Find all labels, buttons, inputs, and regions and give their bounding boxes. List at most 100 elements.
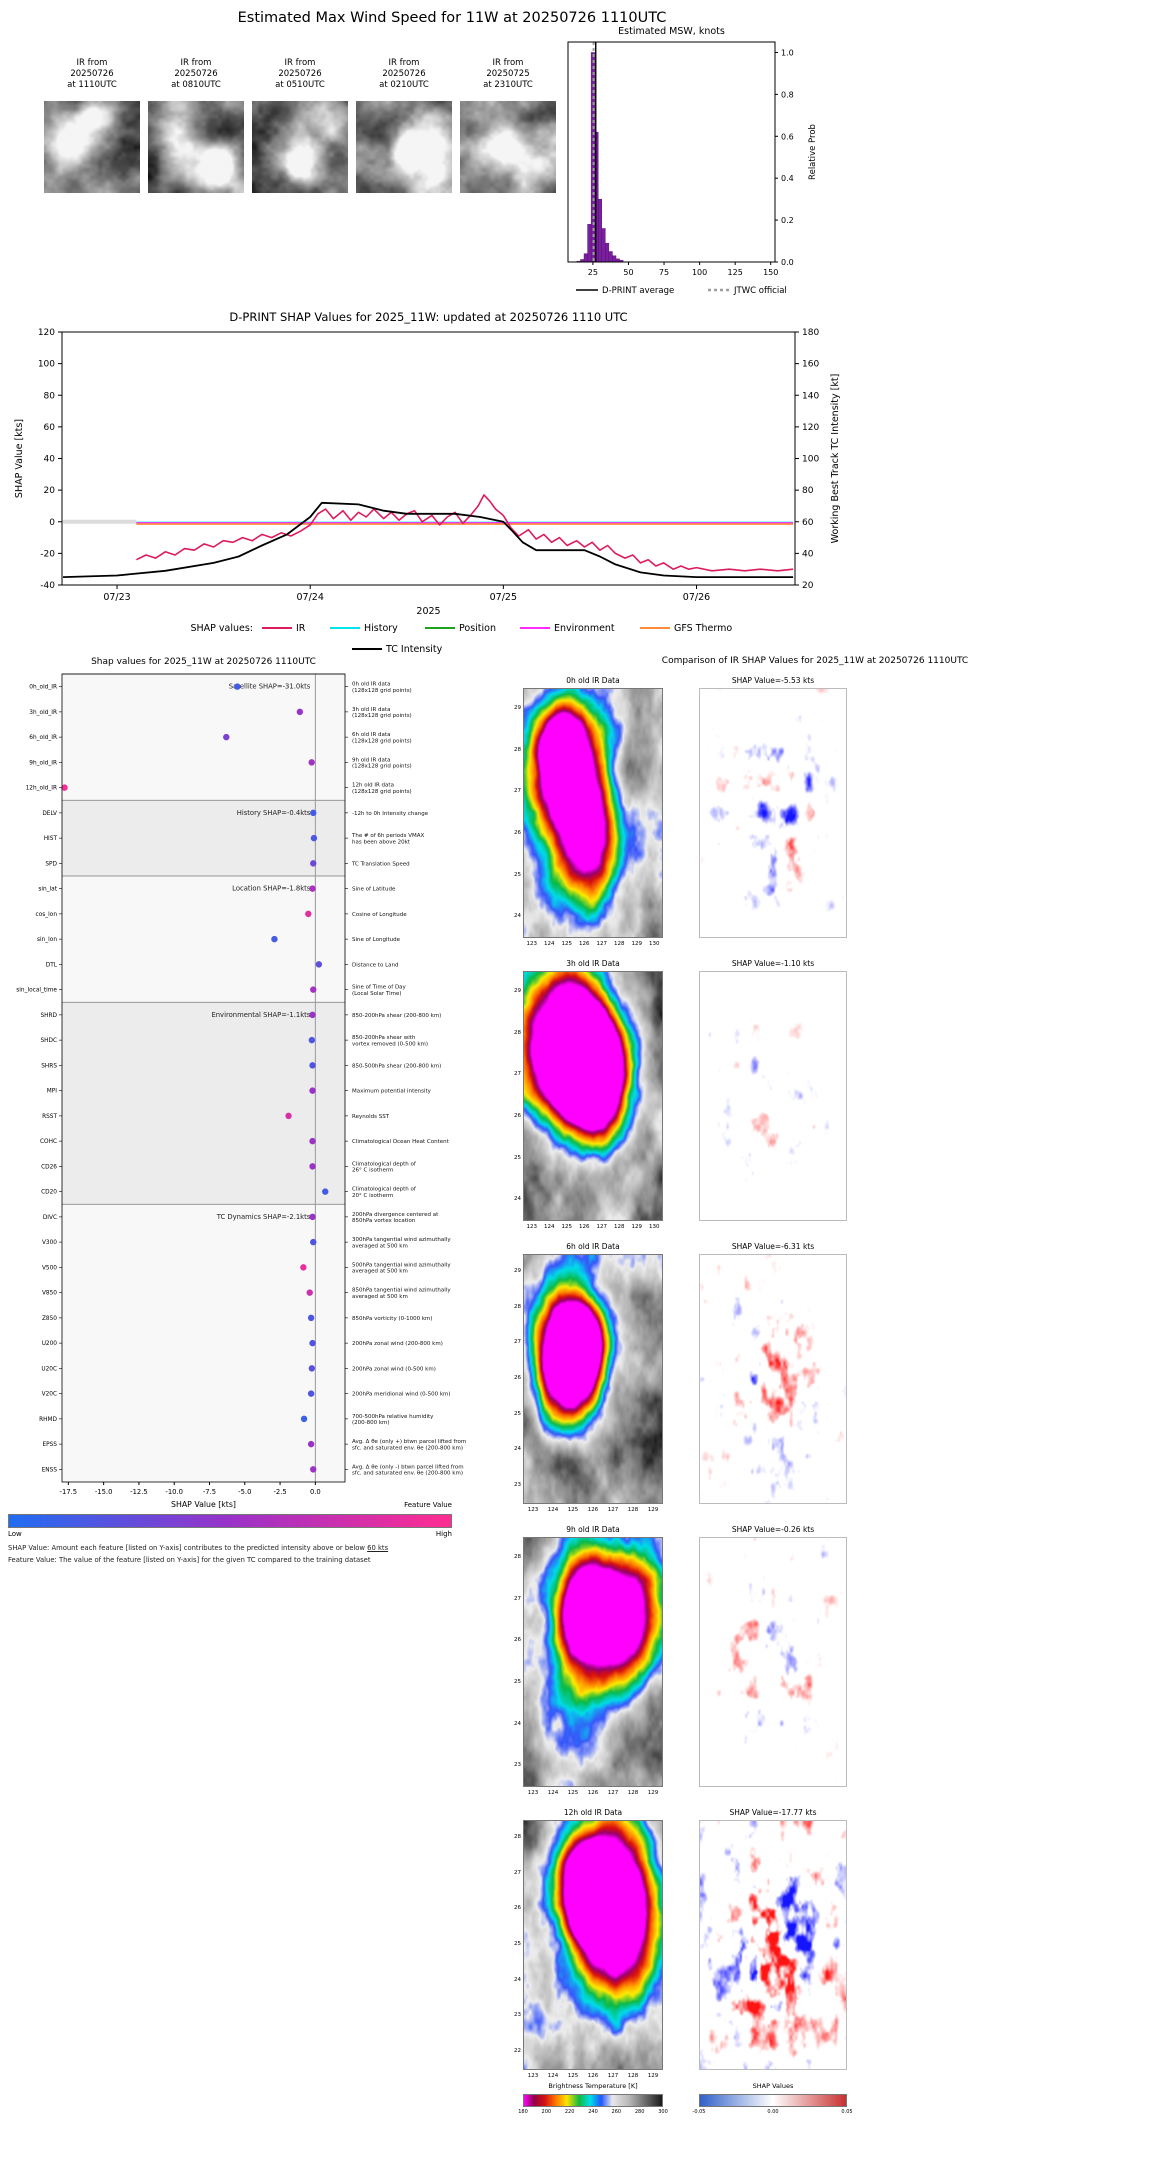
ir-map-title: 6h old IR Data [566, 1242, 620, 1251]
x-tick-label: -7.5 [203, 1488, 216, 1496]
feature-name: HIST [44, 836, 58, 842]
shap-dot [271, 935, 278, 943]
x-tick-label: -12.5 [130, 1488, 148, 1496]
map-y-tick-label: 29 [514, 987, 521, 994]
map-y-tick-label: 27 [514, 1595, 521, 1602]
map-y-tick-label: 23 [514, 1762, 521, 1769]
feature-description: averaged at 500 km [352, 1294, 408, 1300]
brightness-temp-colorbar [523, 2094, 663, 2107]
series-line-TC Intensity [62, 501, 794, 579]
ir-thumbnail: IR from 20250726 at 1110UTC [44, 58, 140, 193]
feature-value-colorbar-low: Low [8, 1530, 22, 1538]
feature-description: -12h to 0h Intensity change [352, 811, 429, 817]
map-x-tick-label: 130 [649, 1224, 660, 1230]
histogram-bar [587, 224, 592, 263]
ir-thumbnail-label-line: IR from [284, 58, 316, 68]
feature-description: Avg. Δ θe (only -) btwn parcel lifted fr… [352, 1464, 464, 1470]
map-x-tick-label: 123 [526, 1224, 538, 1230]
ir-comparison-title: Comparison of IR SHAP Values for 2025_11… [661, 656, 969, 666]
map-y-tick-label: 29 [514, 704, 521, 711]
map-x-tick-label: 127 [607, 1507, 619, 1513]
feature-description: 6h old IR data [352, 732, 390, 738]
shap-dot [61, 784, 68, 791]
timeseries-title: D-PRINT SHAP Values for 2025_11W: update… [229, 310, 627, 324]
shap-map-image [699, 1537, 847, 1787]
shap-values-colorbar [699, 2094, 847, 2107]
y-tick-label: 0.4 [781, 174, 794, 183]
ir-map-image [523, 688, 663, 938]
shap-dot [234, 683, 241, 690]
feature-name: EPSS [42, 1442, 57, 1448]
y-tick-label-left: 120 [38, 328, 55, 338]
map-x-tick-label: 129 [647, 1507, 659, 1513]
ir-thumbnail-label-line: at 0510UTC [275, 80, 325, 91]
group-band [62, 1204, 345, 1482]
brightness-temp-colorbar-label: Brightness Temperature [K] [548, 2082, 638, 2090]
bt-colorbar-tick: 260 [611, 2109, 622, 2115]
feature-description: 0h old IR data [352, 682, 390, 688]
ir-thumbnail-label-line: 20250726 [382, 69, 426, 80]
shap-dot [308, 759, 315, 766]
feature-description: 12h old IR data [352, 783, 394, 789]
shap-dot [223, 733, 230, 741]
y-tick-label: 0.6 [781, 132, 794, 141]
shap-map-image [699, 688, 847, 938]
map-x-tick-label: 125 [567, 2073, 579, 2079]
map-x-tick-label: 125 [567, 1507, 579, 1513]
feature-description: Cosine of Longitude [352, 912, 407, 918]
map-y-tick-label: 25 [514, 871, 521, 878]
map-x-tick-label: 129 [647, 2073, 659, 2079]
x-tick-label: 25 [588, 268, 598, 277]
shap-dot [309, 1087, 316, 1094]
x-tick-label: -10.0 [165, 1488, 183, 1496]
y-tick-label-right: 140 [802, 391, 819, 401]
y-tick-label-right: 40 [802, 549, 814, 559]
ir-thumbnail: IR from 20250726 at 0810UTC [148, 58, 244, 193]
feature-name: DELV [42, 811, 57, 817]
map-y-tick-label: 24 [514, 1976, 521, 1983]
shap-map-image [699, 971, 847, 1221]
shap-values-colorbar-label: SHAP Values [752, 2082, 794, 2090]
shap-dot [310, 860, 317, 867]
shap-timeseries-panel: D-PRINT SHAP Values for 2025_11W: update… [0, 306, 880, 662]
feature-description: averaged at 500 km [352, 1269, 408, 1275]
feature-name: U20C [41, 1366, 57, 1372]
x-tick-label: 50 [623, 268, 633, 277]
y-tick-label: 0.2 [781, 216, 794, 225]
feature-description: vortex removed (0-500 km) [352, 1041, 428, 1047]
feature-description: 850-200hPa shear with [352, 1035, 416, 1041]
ir-thumbnail-label-line: at 2310UTC [483, 80, 533, 91]
map-x-tick-label: 129 [647, 1790, 659, 1796]
map-y-tick-label: 23 [514, 1482, 521, 1489]
map-x-tick-label: 128 [614, 1224, 625, 1230]
group-shap-label: Location SHAP=-1.8kts [232, 885, 311, 893]
ir-thumbnail-strip: IR from 20250726 at 1110UTC IR from 20250726… [44, 58, 584, 208]
axis-spine [61, 673, 346, 1483]
ir-thumbnail-image [44, 101, 140, 193]
map-y-tick-label: 25 [514, 1154, 521, 1161]
shap-dot [309, 1011, 316, 1019]
feature-name: COHC [40, 1139, 57, 1145]
map-y-tick-label: 24 [514, 1446, 521, 1453]
shap-dot [285, 1112, 292, 1120]
x-axis-label: 2025 [416, 606, 440, 617]
map-x-tick-label: 127 [607, 1790, 619, 1796]
group-shap-label: History SHAP=-0.4kts [237, 809, 311, 817]
feature-name: V850 [42, 1291, 57, 1297]
map-y-tick-label: 26 [514, 1905, 521, 1912]
map-x-tick-label: 127 [596, 1224, 608, 1230]
map-x-tick-label: 126 [587, 1507, 599, 1513]
legend-label: TC Intensity [385, 644, 443, 655]
map-y-tick-label: 27 [514, 1869, 521, 1876]
map-x-tick-label: 127 [607, 2073, 619, 2079]
shap-dot [310, 1466, 317, 1473]
y-tick-label-left: 0 [49, 518, 55, 528]
feature-description: sfc. and saturated env. θe (200-800 km) [352, 1471, 463, 1477]
feature-name: RHMD [39, 1417, 57, 1423]
feature-description: (128x128 grid points) [352, 713, 412, 719]
map-y-tick-label: 23 [514, 2012, 521, 2019]
feature-value-colorbar-high: High [435, 1530, 452, 1538]
ir-thumbnail-label: IR from 20250726 at 1110UTC [44, 58, 140, 92]
series-line-IR [136, 494, 794, 572]
shap-map-image [699, 1820, 847, 2070]
